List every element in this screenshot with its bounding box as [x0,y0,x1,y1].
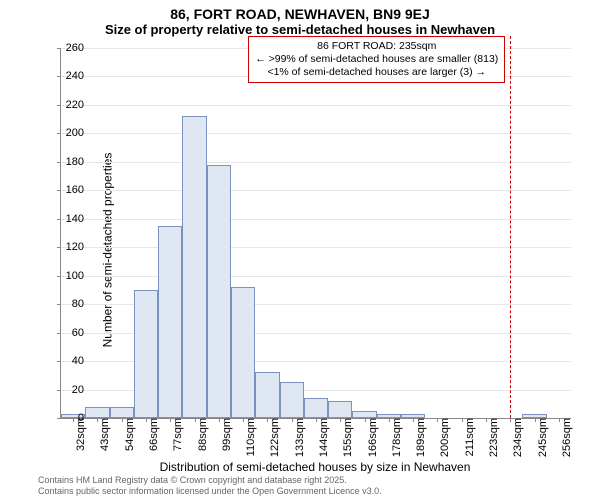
x-tick-label: 99sqm [219,418,233,451]
y-tick-label: 260 [48,42,84,54]
y-tick-label: 180 [48,156,84,168]
x-tick-label: 234sqm [510,418,524,457]
x-tick-label: 122sqm [267,418,281,457]
plot-area: 32sqm43sqm54sqm66sqm77sqm88sqm99sqm110sq… [60,48,571,419]
histogram-bar [255,372,279,418]
x-tick-label: 54sqm [122,418,136,451]
histogram-bar [110,407,134,418]
y-tick-label: 140 [48,213,84,225]
x-tick-label: 110sqm [243,418,257,456]
footer-line2: Contains public sector information licen… [38,486,382,496]
gridline [61,105,571,106]
gridline [61,276,571,277]
callout-line1: 86 FORT ROAD: 235sqm [255,40,498,53]
y-tick-label: 20 [48,384,84,396]
histogram-bar [280,382,304,418]
x-tick-label: 245sqm [535,418,549,457]
y-tick-label: 60 [48,327,84,339]
x-tick-label: 43sqm [97,418,111,451]
gridline [61,247,571,248]
y-tick-label: 100 [48,270,84,282]
y-tick-label: 200 [48,127,84,139]
chart-footer: Contains HM Land Registry data © Crown c… [38,475,382,496]
callout-box: 86 FORT ROAD: 235sqm← >99% of semi-detac… [248,36,505,83]
y-tick-label: 220 [48,99,84,111]
histogram-bar [207,165,231,418]
y-tick-label: 40 [48,355,84,367]
y-tick-label: 80 [48,298,84,310]
x-tick-label: 178sqm [389,418,403,457]
x-tick-label: 223sqm [486,418,500,457]
x-tick-label: 155sqm [340,418,354,457]
footer-line1: Contains HM Land Registry data © Crown c… [38,475,382,485]
x-tick-label: 189sqm [413,418,427,457]
histogram-bar [182,116,206,418]
x-tick-label: 133sqm [292,418,306,457]
histogram-bar [304,398,328,418]
callout-line2: ← >99% of semi-detached houses are small… [255,53,498,66]
histogram-bar [134,290,158,418]
histogram-bar [158,226,182,418]
x-axis-label: Distribution of semi-detached houses by … [60,460,570,474]
histogram-bar [85,407,109,418]
y-tick-label: 160 [48,184,84,196]
y-tick-label: 240 [48,70,84,82]
callout-line3: <1% of semi-detached houses are larger (… [255,66,498,79]
marker-line [510,36,511,418]
x-tick-label: 144sqm [316,418,330,457]
x-tick-label: 77sqm [170,418,184,451]
x-tick-label: 66sqm [146,418,160,451]
histogram-bar [328,401,352,418]
gridline [61,162,571,163]
x-tick-label: 166sqm [365,418,379,457]
x-tick-label: 88sqm [195,418,209,451]
chart-container: 86, FORT ROAD, NEWHAVEN, BN9 9EJ Size of… [0,0,600,500]
x-tick-label: 256sqm [559,418,573,457]
x-tick-label: 211sqm [462,418,476,456]
x-tick-label: 200sqm [437,418,451,457]
y-tick-label: 120 [48,241,84,253]
gridline [61,219,571,220]
histogram-bar [231,287,255,418]
histogram-bar [352,411,376,418]
y-tick-label: 0 [48,412,84,424]
gridline [61,190,571,191]
gridline [61,133,571,134]
